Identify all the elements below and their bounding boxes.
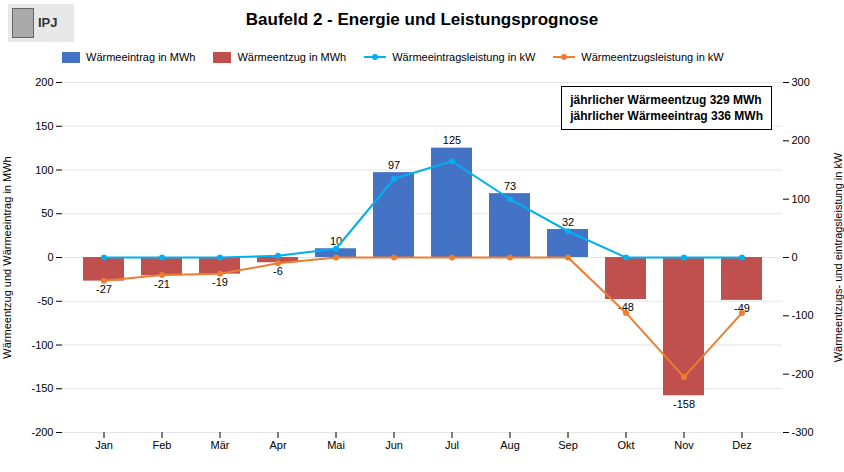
svg-text:100: 100	[35, 164, 53, 176]
svg-text:-200: -200	[792, 368, 814, 380]
svg-text:-50: -50	[38, 295, 54, 307]
html-text:Wärmeentzug in MWh: Wärmeentzug in MWh	[237, 51, 347, 63]
html-text:Wärmeentzugsleistung in kW: Wärmeentzugsleistung in kW	[581, 51, 724, 63]
html-text:Baufeld 2 - Energie und Leistu: Baufeld 2 - Energie und Leistungsprognos…	[245, 10, 599, 29]
svg-text:-6: -6	[273, 265, 283, 277]
svg-text:32: 32	[562, 216, 574, 228]
html-text:jährlicher Wärmeentzug 329 MWh: jährlicher Wärmeentzug 329 MWh jährliche…	[570, 93, 763, 124]
svg-text:50: 50	[41, 207, 53, 219]
svg-text:-48: -48	[618, 301, 634, 314]
svg-text:100: 100	[792, 193, 810, 205]
html-text:Wärmeeintrag in MWh: Wärmeeintrag in MWh	[86, 51, 196, 63]
svg-text:Jan: Jan	[95, 439, 113, 451]
svg-text:Mär: Mär	[211, 439, 230, 451]
svg-text:97: 97	[388, 159, 400, 171]
svg-text:-150: -150	[31, 382, 53, 394]
svg-text:200: 200	[792, 134, 810, 146]
svg-text:200: 200	[35, 76, 53, 88]
svg-text:Wärmeentzugs- und eintragsleis: Wärmeentzugs- und eintragsleistung in kW	[832, 152, 844, 362]
svg-text:Apr: Apr	[269, 439, 286, 451]
svg-text:-100: -100	[31, 339, 53, 351]
svg-text:300: 300	[792, 76, 810, 88]
svg-text:Sep: Sep	[558, 439, 578, 451]
svg-text:-49: -49	[734, 302, 750, 315]
svg-text:-300: -300	[792, 426, 814, 438]
svg-text:0: 0	[792, 251, 798, 263]
svg-text:Nov: Nov	[674, 439, 694, 451]
svg-text:-200: -200	[31, 426, 53, 438]
svg-text:Mai: Mai	[327, 439, 345, 451]
svg-text:Jul: Jul	[445, 439, 459, 451]
svg-text:0: 0	[47, 251, 53, 263]
svg-text:Jun: Jun	[385, 439, 403, 451]
svg-text:150: 150	[35, 120, 53, 132]
svg-text:Dez: Dez	[732, 439, 752, 451]
svg-text:Wärmeentzug und Wärmeeintrag i: Wärmeentzug und Wärmeeintrag in MWh	[1, 156, 13, 358]
html-text:IPJ: IPJ	[38, 15, 58, 30]
html-text:Wärmeeintragsleistung in kW: Wärmeeintragsleistung in kW	[392, 51, 536, 63]
svg-text:Aug: Aug	[500, 439, 520, 451]
svg-text:-21: -21	[154, 278, 170, 290]
svg-text:-158: -158	[673, 398, 695, 410]
svg-text:Feb: Feb	[153, 439, 172, 451]
svg-text:Okt: Okt	[617, 439, 634, 451]
svg-text:125: 125	[443, 134, 461, 146]
svg-text:-19: -19	[212, 276, 228, 288]
svg-text:-27: -27	[96, 283, 112, 295]
svg-text:73: 73	[504, 180, 516, 192]
svg-text:10: 10	[329, 234, 343, 247]
svg-text:-100: -100	[792, 309, 814, 321]
